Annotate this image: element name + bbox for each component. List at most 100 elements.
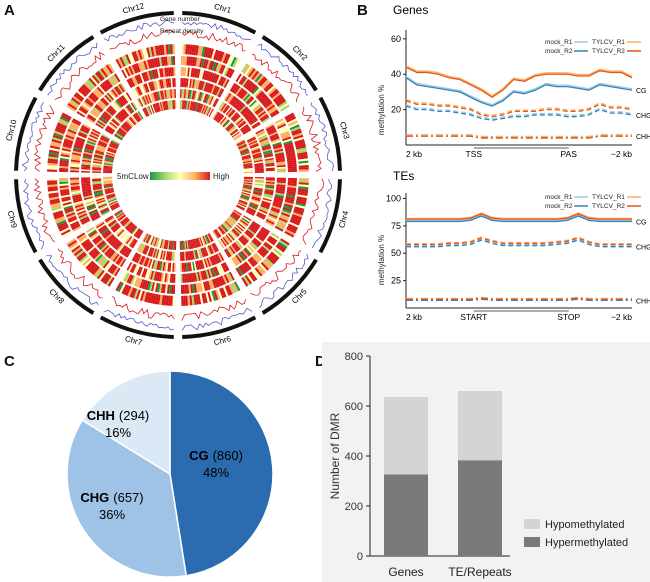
- heatmap-cell: [131, 226, 139, 235]
- heatmap-cell: [286, 190, 296, 195]
- heatmap-cell: [111, 223, 120, 231]
- heatmap-cell: [77, 211, 87, 217]
- heatmap-cell: [56, 219, 67, 226]
- heatmap-cell: [155, 69, 159, 79]
- genes-chg-tylcv-r1-line: [405, 98, 633, 116]
- heatmap-cell: [67, 239, 78, 248]
- heatmap-cell: [275, 159, 286, 163]
- heatmap-cell: [125, 92, 133, 101]
- heatmap-cell: [103, 167, 113, 170]
- heatmap-cell: [110, 104, 118, 112]
- heatmap-cell: [95, 196, 105, 201]
- heatmap-cell: [287, 120, 298, 127]
- heatmap-cell: [245, 112, 254, 120]
- heatmap-cell: [294, 141, 306, 146]
- heatmap-cell: [59, 116, 70, 123]
- heatmap-cell: [140, 84, 146, 94]
- heatmap-cell: [100, 136, 110, 142]
- heatmap-cell: [257, 133, 267, 139]
- heatmap-cell: [261, 202, 271, 207]
- heatmap-cell: [274, 194, 284, 198]
- heatmap-cell: [249, 69, 258, 79]
- heatmap-cell: [298, 186, 309, 190]
- heatmap-cell: [218, 276, 224, 286]
- heatmap-cell: [254, 164, 264, 167]
- heatmap-cell: [107, 124, 116, 131]
- heatmap-cell: [142, 256, 147, 266]
- heatmap-cell: [285, 150, 295, 154]
- heatmap-cell: [137, 230, 144, 239]
- heatmap-cell: [265, 183, 275, 186]
- heatmap-cell: [60, 194, 71, 198]
- heatmap-cell: [154, 249, 159, 259]
- tes-y-tick-label: 75: [391, 221, 401, 231]
- heatmap-cell: [191, 295, 195, 306]
- heatmap-cell: [76, 136, 86, 142]
- heatmap-cell: [107, 149, 116, 154]
- heatmap-cell: [248, 204, 258, 210]
- heatmap-cell: [242, 215, 252, 222]
- heatmap-cell: [82, 257, 92, 267]
- heatmap-cell: [240, 236, 248, 244]
- heatmap-cell: [145, 280, 150, 290]
- heatmap-cell: [84, 146, 94, 151]
- heatmap-cell: [209, 84, 214, 94]
- heatmap-cell: [247, 139, 257, 145]
- heatmap-cell: [142, 244, 148, 254]
- heatmap-cell: [190, 101, 194, 111]
- tes-chg-tylcv-r1-line: [406, 236, 632, 245]
- heatmap-cell: [198, 103, 203, 113]
- heatmap-cell: [103, 169, 113, 172]
- heatmap-cell: [164, 67, 168, 77]
- bar-legend-label-hypermethylated: Hypermethylated: [545, 537, 628, 549]
- heatmap-cell: [167, 240, 170, 250]
- heatmap-cell: [298, 164, 309, 168]
- heatmap-cell: [180, 56, 184, 66]
- heatmap-cell: [78, 131, 88, 137]
- heatmap-cell: [231, 244, 239, 253]
- heatmap-cell: [193, 272, 198, 282]
- heatmap-cell: [202, 281, 207, 291]
- heatmap-cell: [238, 144, 248, 150]
- heatmap-cell: [83, 151, 93, 156]
- heatmap-cell: [181, 78, 184, 88]
- heatmap-cell: [92, 90, 101, 99]
- heatmap-cell: [203, 270, 208, 280]
- heatmap-cell: [289, 219, 300, 226]
- heatmap-cell: [238, 199, 248, 204]
- heatmap-cell: [136, 242, 143, 252]
- heatmap-cell: [119, 127, 127, 135]
- heatmap-cell: [277, 220, 287, 227]
- heatmap-cell: [121, 69, 128, 79]
- heatmap-cell: [191, 44, 195, 55]
- heatmap-cell: [236, 223, 245, 231]
- heatmap-cell: [50, 202, 61, 207]
- heatmap-cell: [62, 144, 72, 149]
- heatmap-cell: [191, 101, 195, 111]
- heatmap-cell: [168, 262, 172, 272]
- heatmap-cell: [97, 120, 106, 127]
- heatmap-cell: [259, 137, 269, 143]
- heatmap-cell: [242, 186, 252, 190]
- heatmap-cell: [91, 215, 101, 222]
- heatmap-cell: [151, 92, 156, 102]
- heatmap-cell: [139, 255, 145, 265]
- heatmap-cell: [90, 76, 99, 86]
- heatmap-cell: [92, 165, 102, 168]
- heatmap-cell: [110, 265, 118, 275]
- heatmap-cell: [91, 250, 99, 258]
- heatmap-cell: [94, 237, 103, 245]
- heatmap-cell: [276, 99, 287, 107]
- heatmap-cell: [166, 273, 169, 283]
- heatmap-cell: [218, 226, 226, 234]
- heatmap-cell: [167, 262, 170, 272]
- heatmap-cell: [241, 277, 249, 287]
- heatmap-cell: [95, 148, 105, 153]
- heatmap-cell: [246, 245, 255, 253]
- heatmap-cell: [233, 115, 241, 123]
- heatmap-cell: [89, 210, 99, 216]
- heatmap-cell: [252, 122, 261, 130]
- heatmap-cell: [225, 122, 233, 130]
- heatmap-cell: [218, 239, 225, 249]
- heatmap-cell: [245, 210, 255, 217]
